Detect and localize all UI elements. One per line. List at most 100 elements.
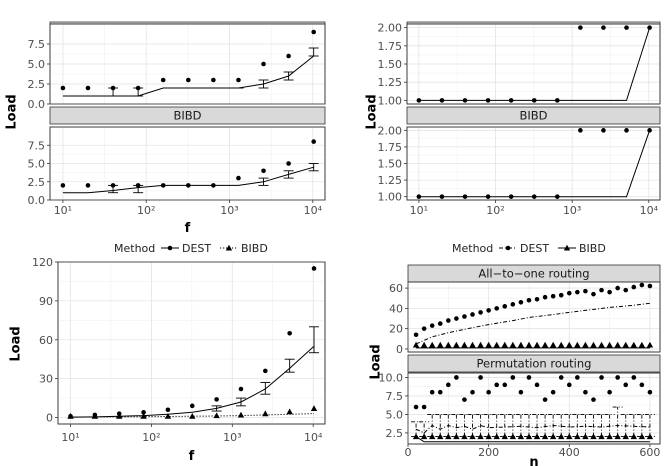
error-bar bbox=[443, 413, 454, 438]
data-point bbox=[541, 433, 549, 440]
panel: Permutation routing 2.5 5.0 7.5 10.0 bbox=[379, 354, 661, 445]
data-point bbox=[639, 382, 645, 388]
data-point bbox=[412, 341, 420, 348]
x-tick-label: 10² bbox=[137, 204, 155, 217]
series-bibd bbox=[412, 433, 654, 443]
data-point bbox=[214, 397, 219, 402]
x-axis-label: f bbox=[185, 221, 191, 236]
data-point bbox=[624, 128, 629, 133]
chart-tl: RAND0.02.55.07.5BIBD0.02.55.07.510¹10²10… bbox=[5, 21, 326, 236]
error-bar bbox=[235, 397, 246, 407]
data-point bbox=[428, 433, 436, 440]
x-axis-label: n bbox=[529, 455, 538, 466]
data-point bbox=[575, 289, 580, 295]
data-point bbox=[478, 375, 483, 380]
legend: Method DEST BIBD bbox=[114, 242, 268, 255]
data-point bbox=[533, 341, 541, 348]
data-point bbox=[646, 433, 654, 440]
series bbox=[416, 128, 652, 199]
data-point bbox=[470, 312, 475, 317]
panel-border bbox=[49, 23, 326, 105]
data-point bbox=[429, 323, 435, 328]
data-point bbox=[421, 404, 427, 410]
error-bar bbox=[523, 413, 534, 438]
data-point bbox=[116, 413, 123, 419]
data-point bbox=[647, 128, 652, 133]
series-dest bbox=[413, 282, 653, 345]
legend-key-marker bbox=[505, 245, 511, 251]
charts-layer: RAND0.02.55.07.5BIBD0.02.55.07.510¹10²10… bbox=[5, 21, 661, 466]
x-tick-label: 10⁴ bbox=[304, 204, 323, 217]
mean-line bbox=[70, 345, 315, 418]
data-point bbox=[493, 433, 500, 440]
data-point bbox=[140, 413, 147, 419]
data-point bbox=[566, 290, 572, 296]
data-point bbox=[485, 98, 491, 103]
data-point bbox=[412, 433, 420, 440]
error-bar bbox=[604, 413, 615, 438]
y-tick-label: 2.5 bbox=[386, 427, 404, 440]
y-tick-label: 90 bbox=[39, 295, 53, 308]
data-point bbox=[541, 341, 549, 348]
data-point bbox=[429, 389, 435, 395]
data-point bbox=[526, 297, 532, 303]
error-bar bbox=[308, 47, 319, 57]
data-point bbox=[110, 85, 116, 91]
data-point bbox=[623, 382, 629, 388]
x-tick-label: 10⁴ bbox=[640, 204, 659, 217]
error-bar bbox=[283, 71, 294, 81]
data-point bbox=[502, 382, 508, 388]
y-tick-label: 2.00 bbox=[378, 124, 403, 137]
y-tick-label: 7.5 bbox=[386, 390, 404, 403]
data-point bbox=[135, 183, 141, 188]
panel-border bbox=[406, 126, 661, 201]
data-point bbox=[261, 168, 266, 174]
data-point bbox=[310, 405, 318, 412]
mean-line bbox=[415, 436, 650, 443]
y-tick-label: 60 bbox=[389, 282, 403, 295]
data-point bbox=[510, 375, 516, 380]
data-point bbox=[526, 375, 532, 380]
data-point bbox=[437, 433, 444, 440]
data-point bbox=[631, 375, 637, 380]
y-tick-label: 40 bbox=[389, 302, 403, 315]
data-point bbox=[615, 375, 620, 380]
data-point bbox=[185, 77, 191, 83]
data-point bbox=[462, 98, 468, 103]
series-bibd bbox=[67, 405, 318, 419]
x-tick-label: 10⁴ bbox=[304, 431, 323, 444]
panel-border bbox=[49, 126, 326, 201]
series-bibd bbox=[412, 341, 654, 349]
data-point bbox=[578, 25, 583, 30]
data-point bbox=[502, 304, 508, 309]
data-point bbox=[508, 98, 514, 103]
y-tick-label: 10.0 bbox=[379, 371, 404, 384]
data-point bbox=[165, 407, 171, 413]
data-point bbox=[574, 341, 581, 348]
data-point bbox=[574, 433, 581, 440]
y-tick-label: 30 bbox=[39, 373, 53, 386]
data-point bbox=[531, 98, 537, 103]
data-point bbox=[454, 375, 459, 380]
data-point bbox=[525, 433, 533, 440]
panel-border bbox=[407, 281, 661, 353]
strip-label: BIBD bbox=[173, 109, 201, 123]
data-point bbox=[237, 411, 245, 418]
data-point bbox=[164, 413, 172, 419]
series-dest bbox=[411, 375, 655, 438]
data-point bbox=[558, 433, 565, 440]
error-bar bbox=[467, 413, 478, 438]
data-point bbox=[638, 341, 646, 348]
y-tick-label: 20 bbox=[389, 323, 403, 336]
error-bar bbox=[564, 413, 575, 438]
data-point bbox=[533, 433, 541, 440]
y-tick-label: 0 bbox=[396, 343, 403, 356]
data-point bbox=[614, 433, 621, 440]
data-point bbox=[486, 389, 491, 395]
data-point bbox=[287, 330, 292, 336]
data-point bbox=[583, 288, 588, 294]
legend: Method DEST BIBD bbox=[452, 242, 606, 255]
strip-header bbox=[49, 106, 326, 125]
data-point bbox=[630, 341, 637, 348]
error-bar bbox=[644, 413, 655, 438]
